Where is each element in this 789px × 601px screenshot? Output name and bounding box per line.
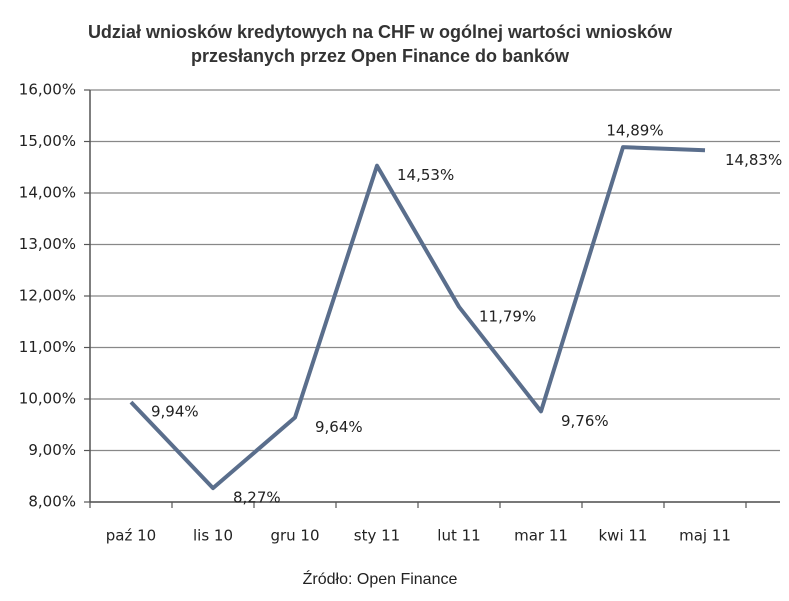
data-label: 9,94% [151,403,199,421]
y-tick-label: 10,00% [19,390,76,408]
y-tick-label: 11,00% [19,338,76,356]
x-tick-label: gru 10 [270,527,319,545]
y-tick-label: 8,00% [28,493,76,511]
x-tick-label: lut 11 [437,527,480,545]
source: Źródło: Open Finance [303,569,458,588]
y-tick-label: 13,00% [19,235,76,253]
y-tick-label: 15,00% [19,132,76,150]
x-tick-label: paź 10 [106,527,156,545]
data-label: 8,27% [233,489,281,507]
data-line [129,145,706,491]
y-tick-label: 9,00% [28,441,76,459]
y-tick-label: 14,00% [19,184,76,202]
data-label: 9,76% [561,412,609,430]
y-tick-label: 12,00% [19,287,76,305]
chart-title: przesłanych przez Open Finance do banków [191,46,570,66]
x-tick-label: kwi 11 [599,527,648,545]
chart-title: Udział wniosków kredytowych na CHF w ogó… [88,22,673,42]
data-label: 14,89% [606,122,663,140]
x-tick-label: sty 11 [354,527,400,545]
data-label: 14,83% [725,151,782,169]
data-label: 11,79% [479,307,536,325]
data-label: 9,64% [315,418,363,436]
x-tick-label: lis 10 [193,527,233,545]
x-tick-label: mar 11 [514,527,568,545]
data-label: 14,53% [397,166,454,184]
x-tick-label: maj 11 [679,527,731,545]
y-tick-label: 16,00% [19,81,76,99]
